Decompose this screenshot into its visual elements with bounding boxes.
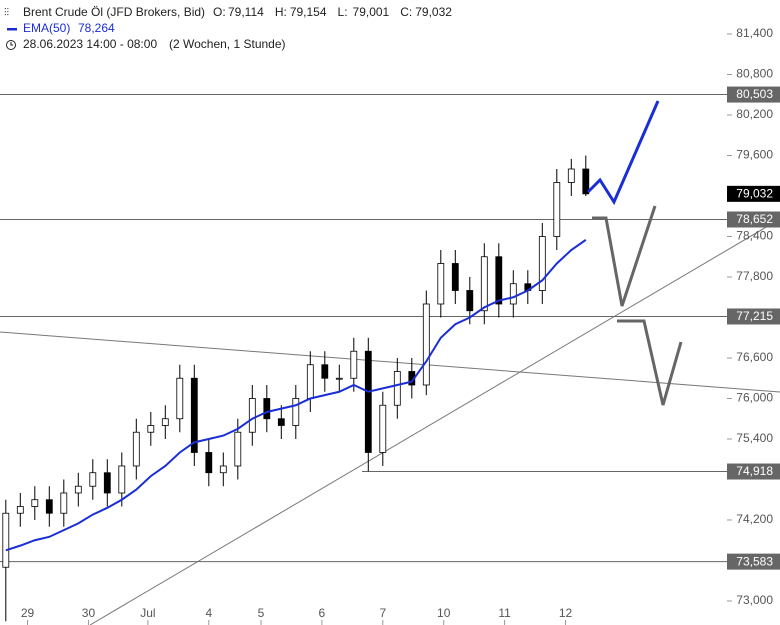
- candle-body: [74, 485, 82, 494]
- y-tick-label: 73,000: [736, 593, 773, 607]
- clock-icon: [10, 42, 13, 46]
- level-box: [727, 211, 780, 228]
- candle-body: [321, 364, 329, 379]
- candle-body: [190, 377, 198, 453]
- ohlc-value: 79,114: [228, 5, 264, 19]
- candle-body: [335, 377, 343, 380]
- ema-line: [5, 239, 587, 552]
- date-range: 28.06.2023 14:00 - 08:00: [23, 37, 157, 51]
- current-price-label: 79,032: [736, 187, 773, 201]
- y-tick-label: 77,800: [736, 269, 773, 283]
- candle-body: [495, 256, 503, 305]
- candle-body: [306, 364, 314, 399]
- legend-entry: EMA(50): [23, 21, 70, 35]
- plot: [0, 94, 727, 622]
- candle-body: [277, 418, 285, 426]
- y-tick-label: 81,400: [736, 26, 773, 40]
- candle-body: [364, 350, 372, 453]
- candle-body: [2, 512, 10, 568]
- ohlc-value: 79,032: [415, 5, 452, 19]
- icon: ⫶⫶: [4, 8, 9, 19]
- ohlc-label: O:: [213, 5, 226, 19]
- ohlc-value: 79,001: [353, 5, 390, 19]
- y-tick-label: 79,600: [736, 148, 773, 162]
- candle-body: [219, 465, 227, 474]
- candle-body: [480, 256, 488, 312]
- indicator-value: 78,264: [78, 21, 115, 35]
- candle-body: [60, 492, 68, 514]
- level-label: 78,652: [736, 212, 773, 226]
- level-label: 77,215: [736, 309, 773, 323]
- candle-body: [161, 418, 169, 426]
- candle-body: [176, 377, 184, 420]
- ohlc-value: 79,154: [290, 5, 327, 19]
- candle-body: [466, 290, 474, 312]
- ohlc-label: H:: [275, 5, 287, 19]
- level-box: [727, 463, 780, 480]
- candle-body: [509, 283, 517, 305]
- candle-body: [582, 168, 590, 195]
- level-label: 73,583: [736, 554, 773, 568]
- y-tick-label: 78,400: [736, 229, 773, 243]
- candle-body: [205, 452, 213, 474]
- x-tick-label: 5: [258, 606, 265, 620]
- ohlc: O: 79,114 H: 79,154 L: 79,001 C: 79,032: [213, 5, 452, 19]
- x-tick-label: 7: [379, 606, 386, 620]
- candle-body: [234, 431, 242, 467]
- x-tick-label: 12: [559, 606, 573, 620]
- y-tick-label: 74,200: [736, 512, 773, 526]
- x-tick-label: 6: [319, 606, 326, 620]
- ohlc-label: L:: [338, 5, 348, 19]
- candle-body: [393, 371, 401, 406]
- scenario-path: [592, 205, 657, 307]
- candle-body: [132, 431, 140, 467]
- candle-body: [103, 472, 111, 494]
- candle-body: [31, 499, 39, 507]
- instrument-title: Brent Crude Öl (JFD Brokers, Bid): [23, 5, 205, 19]
- x-tick-label: 30: [82, 606, 96, 620]
- y-tick-label: 80,200: [736, 107, 773, 121]
- candle-body: [451, 263, 459, 291]
- candle-body: [379, 404, 387, 453]
- candle-body: [16, 506, 24, 514]
- trend-line: [0, 331, 780, 393]
- candle-body: [437, 263, 445, 305]
- candle-body: [248, 398, 256, 433]
- current-price-box: [727, 185, 780, 202]
- candle-body: [263, 398, 271, 420]
- y-tick-label: 76,000: [736, 391, 773, 405]
- x-tick-label: 29: [21, 606, 35, 620]
- level-box: [727, 86, 780, 103]
- candle-body: [350, 350, 358, 379]
- candle-body: [422, 303, 430, 386]
- candle-body: [567, 168, 575, 183]
- y-tick-label: 75,400: [736, 431, 773, 445]
- period: (2 Wochen, 1 Stunde): [169, 37, 286, 51]
- x-tick-label: 4: [205, 606, 212, 620]
- candle-body: [118, 465, 126, 494]
- candle-body: [89, 472, 97, 487]
- x-tick-label: 10: [437, 606, 451, 620]
- ohlc-label: C:: [400, 5, 412, 19]
- legend: ⫶⫶ Brent Crude Öl (JFD Brokers, Bid) O: 7…: [4, 5, 452, 51]
- level-box: [727, 553, 780, 570]
- x-tick-label: Jul: [140, 606, 155, 620]
- clock-icon: [6, 40, 16, 50]
- y-tick-label: 80,800: [736, 67, 773, 81]
- candle-body: [292, 398, 300, 426]
- candle-body: [553, 182, 561, 237]
- candle-body: [45, 499, 53, 514]
- scenario-path: [586, 100, 660, 206]
- trend-line: [89, 218, 780, 625]
- level-box: [727, 308, 780, 325]
- level-label: 80,503: [736, 87, 773, 101]
- y-tick-label: 76,600: [736, 350, 773, 364]
- candle-body: [147, 425, 155, 433]
- level-label: 74,918: [736, 464, 773, 478]
- legend-swatch: [7, 28, 17, 31]
- scenario-path: [617, 319, 683, 406]
- candle-body: [538, 236, 546, 291]
- x-tick-label: 11: [498, 606, 511, 620]
